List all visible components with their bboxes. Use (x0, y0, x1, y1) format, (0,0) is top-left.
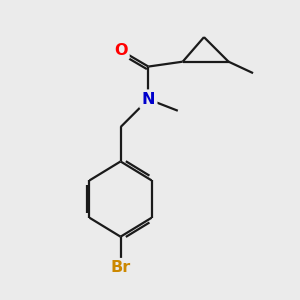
Text: Br: Br (110, 260, 131, 275)
Text: N: N (142, 92, 155, 107)
Text: O: O (114, 43, 127, 58)
